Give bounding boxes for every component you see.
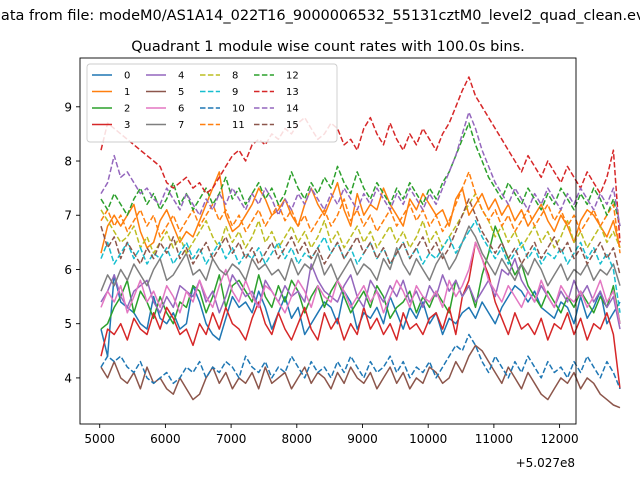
series-line-9 [100,219,621,313]
legend-label-2: 2 [124,104,130,115]
y-tick-label: 4 [64,371,72,385]
legend-label-3: 3 [124,120,130,131]
legend-label-13: 13 [286,87,299,98]
series-line-2 [100,225,621,330]
x-tick-label: 11000 [475,432,513,446]
series-line-7 [100,225,621,292]
series-line-14 [100,111,621,227]
series-line-13 [100,76,621,243]
legend-label-11: 11 [232,120,245,131]
series-line-15 [100,198,621,276]
legend-label-6: 6 [178,104,184,115]
x-tick-label: 6000 [150,432,181,446]
legend-label-12: 12 [286,71,299,82]
y-tick-label: 9 [64,100,72,114]
y-tick-label: 8 [64,155,72,169]
y-tick-label: 6 [64,263,72,277]
y-tick-label: 5 [64,317,72,331]
legend-label-14: 14 [286,104,299,115]
legend-label-9: 9 [232,87,238,98]
x-tick-label: 9000 [347,432,378,446]
series-line-5 [100,344,621,409]
x-tick-label: 10000 [409,432,447,446]
legend-box [86,63,338,143]
legend-label-4: 4 [178,71,184,82]
axes-frame [79,57,577,425]
series-line-6 [100,241,621,324]
series-line-11 [100,171,621,254]
legend-label-8: 8 [232,71,238,82]
y-tick-label: 7 [64,209,72,223]
x-tick-label: 5000 [84,432,115,446]
series-line-8 [100,192,621,254]
figure-suptitle: Data from file: modeM0/AS1A14_022T16_900… [0,8,640,24]
legend-label-15: 15 [286,120,299,131]
legend-label-7: 7 [178,120,184,131]
series-line-3 [100,241,621,389]
x-offset-label: +5.027e8 [516,456,575,470]
chart-title: Quadrant 1 module wise count rates with … [131,39,525,55]
series-line-1 [100,171,621,254]
series-line-10 [100,333,621,390]
x-tick-label: 8000 [282,432,313,446]
legend-label-10: 10 [232,104,245,115]
legend-label-5: 5 [178,87,184,98]
legend-label-1: 1 [124,87,130,98]
legend-label-0: 0 [124,71,130,82]
x-tick-label: 12000 [540,432,578,446]
plot-area: 5000 6000 7000 8000 9000 10000 11000 12000 4 5 6 7 8… [64,57,621,446]
x-tick-label: 7000 [216,432,247,446]
